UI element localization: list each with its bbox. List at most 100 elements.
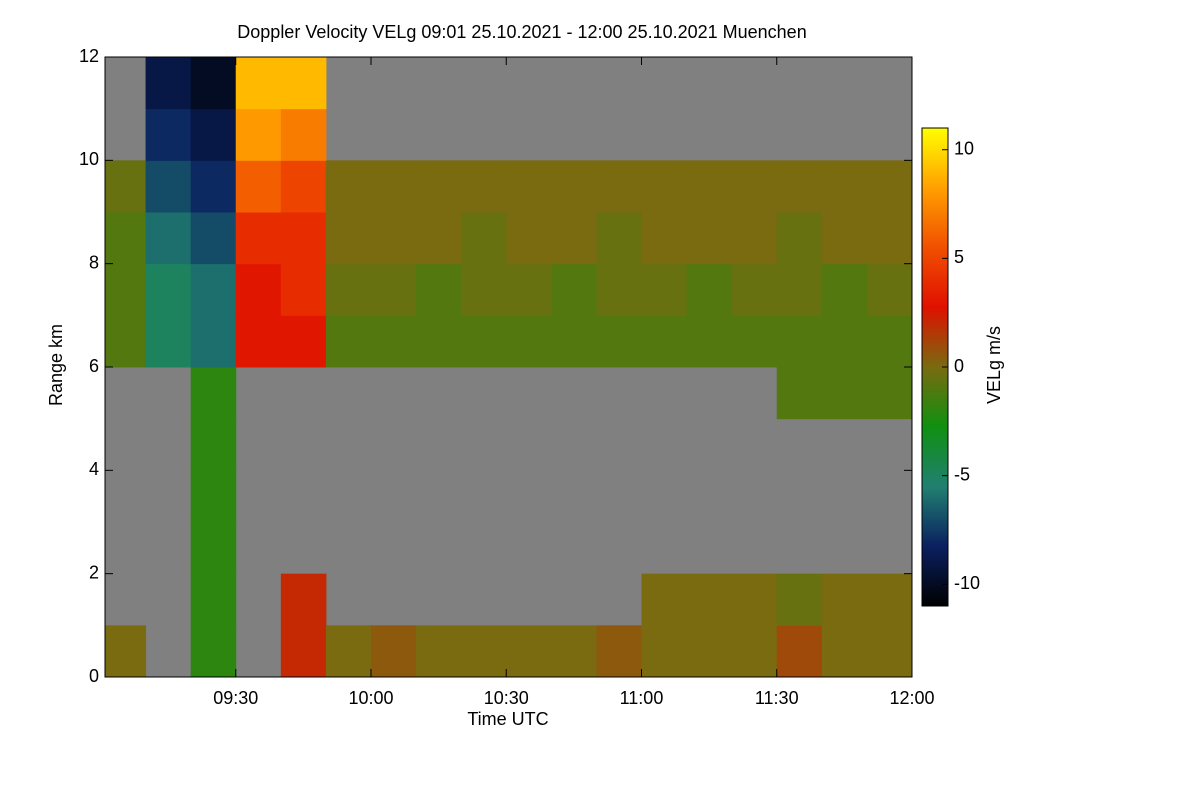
colorbar-strip (922, 306, 948, 309)
heatmap-cell (776, 367, 823, 420)
colorbar-strip (922, 502, 948, 505)
colorbar-strip (922, 490, 948, 493)
heatmap-cell (461, 212, 507, 265)
colorbar-strip (922, 518, 948, 521)
colorbar-strip (922, 132, 948, 135)
heatmap-cell (506, 315, 552, 368)
colorbar-strip (922, 176, 948, 179)
colorbar-strip (922, 328, 948, 331)
x-tick-label: 12:00 (889, 688, 934, 708)
colorbar-strip (922, 286, 948, 289)
colorbar-strip (922, 140, 948, 143)
colorbar-strip (922, 506, 948, 509)
colorbar-strip (922, 262, 948, 265)
heatmap-cell (596, 315, 642, 368)
colorbar-strip (922, 242, 948, 245)
colorbar-strip (922, 426, 948, 429)
heatmap-cell (551, 263, 597, 316)
colorbar-strip (922, 450, 948, 453)
colorbar-strip (922, 418, 948, 421)
heatmap-cell (506, 263, 552, 316)
heatmap-cell (235, 212, 282, 265)
y-tick-label: 4 (89, 459, 99, 479)
colorbar-strip (922, 546, 948, 549)
heatmap-cell (686, 160, 733, 213)
heatmap-cell (461, 160, 507, 213)
colorbar-strip (922, 382, 948, 385)
colorbar-strip (922, 170, 948, 173)
colorbar-strip (922, 282, 948, 285)
colorbar-strip (922, 330, 948, 333)
y-tick-label: 10 (79, 149, 99, 169)
colorbar-strip (922, 342, 948, 345)
x-tick-label: 11:00 (620, 688, 664, 708)
colorbar-strip (922, 360, 948, 363)
y-axis-label: Range km (46, 324, 66, 406)
heatmap-cell (105, 625, 147, 678)
colorbar-strip (922, 560, 948, 563)
heatmap-cell (641, 315, 688, 368)
colorbar-strip (922, 402, 948, 405)
colorbar-strip (922, 416, 948, 419)
colorbar-strip (922, 224, 948, 227)
heatmap-cell (731, 315, 778, 368)
heatmap-cell (821, 160, 868, 213)
colorbar-strip (922, 554, 948, 557)
colorbar-strip (922, 302, 948, 305)
heatmap-cell (280, 108, 327, 161)
colorbar-strip (922, 354, 948, 357)
heatmap-cell (821, 263, 868, 316)
heatmap-cell (821, 573, 868, 626)
colorbar-strip (922, 260, 948, 263)
colorbar-strip (922, 134, 948, 137)
colorbar-strip (922, 162, 948, 165)
heatmap-cell (776, 263, 823, 316)
heatmap-cell (506, 625, 552, 678)
colorbar-strip (922, 432, 948, 435)
colorbar-strip (922, 218, 948, 221)
colorbar-strip (922, 532, 948, 535)
colorbar-strip (922, 288, 948, 291)
colorbar-strip (922, 258, 948, 261)
colorbar-strip (922, 584, 948, 587)
heatmap-cell (145, 108, 192, 161)
heatmap-cell (325, 263, 372, 316)
heatmap-cell (641, 625, 688, 678)
colorbar-strip (922, 334, 948, 337)
colorbar-strip (922, 130, 948, 133)
heatmap-cell (325, 160, 372, 213)
heatmap-cell (461, 315, 507, 368)
x-tick-label: 11:30 (755, 688, 799, 708)
colorbar-strip (922, 292, 948, 295)
heatmap-cell (866, 625, 913, 678)
heatmap-cell (776, 315, 823, 368)
colorbar-strip (922, 184, 948, 187)
colorbar-strip (922, 536, 948, 539)
colorbar-strip (922, 386, 948, 389)
colorbar-strip (922, 478, 948, 481)
colorbar-strip (922, 422, 948, 425)
heatmap-cell (866, 367, 913, 420)
heatmap-cell (641, 573, 688, 626)
heatmap-cell (551, 160, 597, 213)
heatmap-cell (190, 212, 237, 265)
colorbar-strip (922, 564, 948, 567)
heatmap-cell (370, 212, 417, 265)
colorbar-strip (922, 340, 948, 343)
colorbar-strip (922, 196, 948, 199)
colorbar-strip (922, 516, 948, 519)
heatmap-cell (551, 212, 597, 265)
heatmap-cell (325, 625, 372, 678)
colorbar-strip (922, 338, 948, 341)
heatmap-cell (370, 625, 417, 678)
colorbar-strip (922, 430, 948, 433)
heatmap-cell (280, 160, 327, 213)
colorbar-strip (922, 278, 948, 281)
heatmap-cell (641, 263, 688, 316)
colorbar-strip (922, 470, 948, 473)
colorbar-strip (922, 192, 948, 195)
colorbar-strip (922, 190, 948, 193)
heatmap-cell (190, 573, 237, 626)
colorbar-strip (922, 228, 948, 231)
colorbar-strip (922, 146, 948, 149)
